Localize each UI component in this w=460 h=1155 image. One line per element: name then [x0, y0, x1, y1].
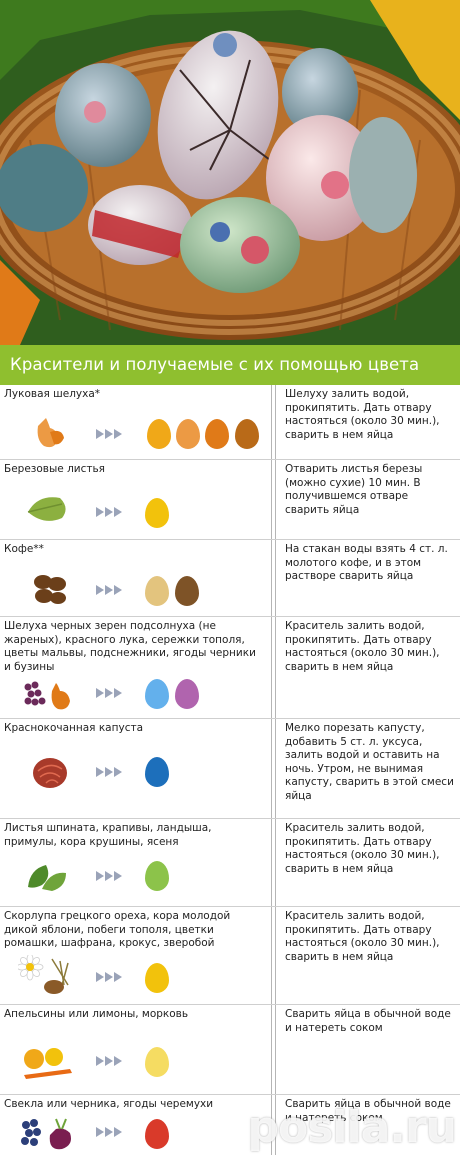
green-leaves-icon	[28, 865, 66, 891]
table-row: Свекла или черника, ягоды черемухи Свари…	[0, 1095, 460, 1155]
dye-method: Мелко порезать капусту, добавить 5 ст. л…	[285, 722, 454, 802]
egg-color-swatch	[145, 576, 169, 606]
beet-berries-icon	[21, 1118, 71, 1150]
table-row: Листья шпината, крапивы, ландыша, примул…	[0, 819, 460, 907]
dye-source: Свекла или черника, ягоды черемухи	[4, 1098, 214, 1110]
arrow-right-icon	[96, 688, 122, 698]
table-row: Апельсины или лимоны, морковь Сварить яй…	[0, 1005, 460, 1095]
birch-leaf-icon	[27, 497, 66, 521]
basket-of-decoupage-eggs-image	[0, 0, 460, 345]
arrow-right-icon	[96, 585, 122, 595]
table-row: Березовые листья Отварить листья березы …	[0, 460, 460, 540]
citrus-carrot-icon	[24, 1048, 72, 1079]
dye-method: Сварить яйца в обычной воде и натереть с…	[285, 1008, 451, 1034]
table-row: Луковая шелуха* Шелуху залить водой, про…	[0, 385, 460, 460]
dye-source: Березовые листья	[4, 463, 106, 475]
egg-color-swatch	[176, 419, 200, 449]
dye-method: На стакан воды взять 4 ст. л. молотого к…	[285, 543, 448, 582]
egg-color-swatch	[145, 498, 169, 528]
dye-method: Краситель залить водой, прокипятить. Дат…	[285, 822, 440, 875]
dye-source: Краснокочанная капуста	[4, 722, 144, 734]
dye-source: Скорлупа грецкого ореха, кора молодой ди…	[4, 910, 231, 949]
easter-eggs-photo	[0, 0, 460, 345]
arrow-right-icon	[96, 429, 122, 439]
dye-method: Сварить яйца в обычной воде и натереть с…	[285, 1098, 451, 1124]
egg-color-swatch	[145, 1119, 169, 1149]
dye-source: Луковая шелуха*	[4, 388, 101, 400]
egg-color-swatch	[145, 963, 169, 993]
dye-method: Отварить листья березы (можно сухие) 10 …	[285, 463, 423, 516]
table-title: Красители и получаемые с их помощью цвет…	[0, 345, 460, 385]
arrow-right-icon	[96, 1056, 122, 1066]
dye-method: Краситель залить водой, прокипятить. Дат…	[285, 620, 440, 673]
egg-color-swatch	[235, 419, 259, 449]
arrow-right-icon	[96, 767, 122, 777]
egg-color-swatch	[145, 757, 169, 787]
dye-source: Кофе**	[4, 543, 44, 555]
table-row: Кофе** На стакан воды взять 4 ст. л. мол…	[0, 540, 460, 617]
berries-onion-icon	[24, 681, 70, 710]
table-row: Краснокочанная капуста Мелко порезать ка…	[0, 719, 460, 819]
watermark: posila.ru	[247, 1102, 457, 1153]
egg-color-swatch	[145, 679, 169, 709]
egg-color-swatch	[145, 1047, 169, 1077]
egg-color-swatch	[175, 679, 199, 709]
egg-color-swatch	[145, 861, 169, 891]
coffee-bean-icon	[34, 575, 66, 604]
egg-color-swatch	[175, 576, 199, 606]
table-row: Скорлупа грецкого ореха, кора молодой ди…	[0, 907, 460, 1005]
egg-color-swatch	[147, 419, 171, 449]
arrow-right-icon	[96, 1127, 122, 1137]
dye-method: Краситель залить водой, прокипятить. Дат…	[285, 910, 440, 963]
arrow-right-icon	[96, 507, 122, 517]
dye-source: Листья шпината, крапивы, ландыша, примул…	[4, 822, 212, 848]
red-cabbage-icon	[33, 758, 67, 788]
arrow-right-icon	[96, 972, 122, 982]
onion-peel-icon	[37, 418, 64, 448]
dye-method: Шелуху залить водой, прокипятить. Дать о…	[285, 388, 440, 441]
arrow-right-icon	[96, 871, 122, 881]
table-row: Шелуха черных зерен подсолнуха (не жарен…	[0, 617, 460, 719]
dye-source: Шелуха черных зерен подсолнуха (не жарен…	[4, 620, 256, 673]
chamomile-walnut-icon	[18, 955, 69, 994]
dye-source: Апельсины или лимоны, морковь	[4, 1008, 189, 1020]
egg-color-swatch	[205, 419, 229, 449]
